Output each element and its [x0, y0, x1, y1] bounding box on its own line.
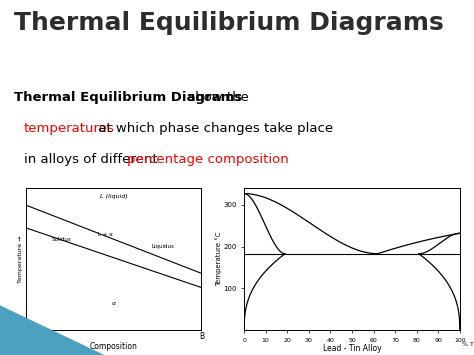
- Y-axis label: Temperature →: Temperature →: [18, 235, 23, 283]
- X-axis label: Lead - Tin Alloy: Lead - Tin Alloy: [323, 344, 381, 353]
- Text: .: .: [253, 153, 257, 166]
- Text: in alloys of different: in alloys of different: [24, 153, 162, 166]
- Text: L + α: L + α: [98, 233, 112, 237]
- Text: % TIN: % TIN: [462, 342, 474, 347]
- Y-axis label: Temperature °C: Temperature °C: [215, 232, 221, 286]
- Text: temperatures: temperatures: [24, 122, 115, 136]
- X-axis label: Composition: Composition: [90, 342, 138, 351]
- Text: Thermal Equilibrium Diagrams: Thermal Equilibrium Diagrams: [14, 91, 243, 104]
- Text: Thermal Equilibrium Diagrams: Thermal Equilibrium Diagrams: [14, 11, 444, 35]
- Text: at which phase changes take place: at which phase changes take place: [94, 122, 333, 136]
- Text: Liquidus: Liquidus: [151, 244, 174, 249]
- Text: show the: show the: [184, 91, 249, 104]
- Text: percentage composition: percentage composition: [127, 153, 289, 166]
- Text: α: α: [112, 301, 116, 306]
- Text: Solidus: Solidus: [51, 237, 71, 242]
- Text: L (liquid): L (liquid): [100, 194, 128, 199]
